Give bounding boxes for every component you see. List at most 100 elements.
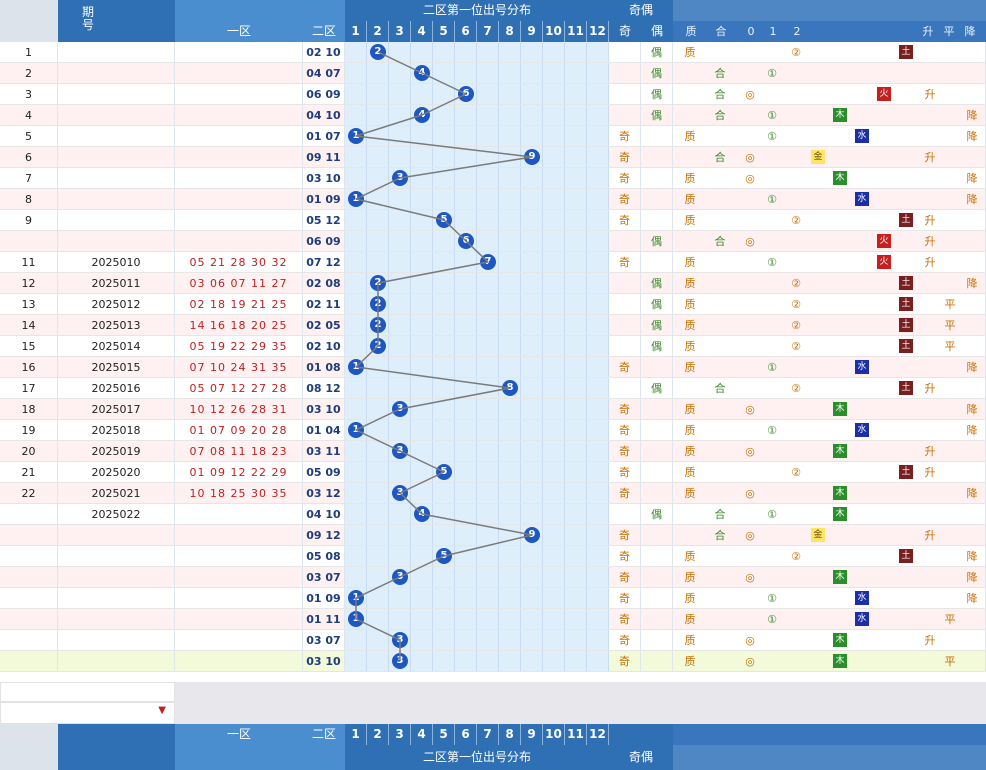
table-row[interactable]: 21 2025020 01 09 12 22 29 05 09 5 奇 质 ② 土升 [0, 462, 986, 483]
one-mark: ① [767, 424, 777, 437]
dist-cell [499, 231, 521, 251]
issue-number [58, 126, 175, 147]
prime-mark: 质 [684, 403, 696, 416]
table-row[interactable]: 13 2025012 02 18 19 21 25 02 11 2 偶 质 ② 土 平 [0, 294, 986, 315]
tail-header-top [673, 0, 986, 21]
dist-cell [411, 588, 433, 608]
two-mark: ② [791, 298, 801, 311]
element-badge: 木 [833, 654, 847, 668]
table-row[interactable]: 03 07 3 奇 质 ◎ 木 降 [0, 567, 986, 588]
distribution-cells: 7 [345, 252, 609, 273]
dist-cell [433, 630, 455, 650]
prime-mark: 质 [684, 172, 696, 185]
distribution-cells: 1 [345, 588, 609, 609]
zone1-numbers [175, 84, 303, 105]
distribution-cells: 9 [345, 147, 609, 168]
element-badge: 水 [855, 591, 869, 605]
table-row[interactable]: 09 12 9 奇 合 ◎ 金 升 [0, 525, 986, 546]
dist-cell [587, 168, 609, 188]
table-row[interactable]: 5 01 07 1 奇 质 ① 水 降 [0, 126, 986, 147]
table-row[interactable]: 19 2025018 01 07 09 20 28 01 04 1 奇 质 ① 水 降 [0, 420, 986, 441]
table-row[interactable]: 2 04 07 4 偶合 ① [0, 63, 986, 84]
dist-cell [411, 567, 433, 587]
element-badge: 土 [899, 45, 913, 59]
dist-cell [565, 336, 587, 356]
element-badge: 水 [855, 192, 869, 206]
dist-cell [543, 378, 565, 398]
table-row[interactable]: 20 2025019 07 08 11 18 23 03 11 3 奇 质 ◎ 木 升 [0, 441, 986, 462]
issue-number: 2025018 [58, 420, 175, 441]
prime-mark: 质 [684, 361, 696, 374]
drawn-number-ball: 3 [392, 632, 408, 648]
table-row[interactable]: 01 09 1 奇 质 ① 水 降 [0, 588, 986, 609]
oddeven-mark: 奇 [619, 634, 630, 647]
table-row[interactable]: 22 2025021 10 18 25 30 35 03 12 3 奇 质 ◎ 木 降 [0, 483, 986, 504]
table-row[interactable]: 6 09 11 9 奇 合 ◎ 金 升 [0, 147, 986, 168]
element-badge: 火 [877, 255, 891, 269]
dist-cell [433, 294, 455, 314]
dist-cell [477, 651, 499, 671]
even-cell [641, 630, 673, 651]
even-cell [641, 252, 673, 273]
dist-cell [543, 189, 565, 209]
zone1-numbers [175, 189, 303, 210]
drawn-number-ball: 5 [436, 548, 452, 564]
distribution-cells: 1 [345, 420, 609, 441]
dist-cell [411, 630, 433, 650]
header-zone2-top [303, 0, 345, 21]
table-row[interactable]: 4 04 10 4 偶 合 ① 木 降 [0, 105, 986, 126]
zone1-numbers [175, 609, 303, 630]
table-row[interactable]: 7 03 10 3 奇 质 ◎ 木 降 [0, 168, 986, 189]
table-row[interactable]: 05 08 5 奇 质 ② 土 降 [0, 546, 986, 567]
issue-number [58, 546, 175, 567]
dist-cell [433, 168, 455, 188]
dist-cell [477, 462, 499, 482]
dist-cell [543, 252, 565, 272]
issue-number: 2025011 [58, 273, 175, 294]
table-row[interactable]: 16 2025015 07 10 24 31 35 01 08 1 奇 质 ① 水 降 [0, 357, 986, 378]
table-row[interactable]: 14 2025013 14 16 18 20 25 02 05 2 偶 质 ② 土 平 [0, 315, 986, 336]
even-cell [641, 546, 673, 567]
table-row[interactable]: 15 2025014 05 19 22 29 35 02 10 2 偶 质 ② 土 平 [0, 336, 986, 357]
footer-tail-bottom [673, 745, 986, 770]
table-row[interactable]: 06 09 6 偶 合 ◎ 火 升 [0, 231, 986, 252]
zone1-numbers [175, 231, 303, 252]
table-row[interactable]: 17 2025016 05 07 12 27 28 08 12 8 偶 合 ② 土升 [0, 378, 986, 399]
zone2-numbers: 03 11 [303, 441, 345, 462]
zone1-numbers: 03 06 07 11 27 [175, 273, 303, 294]
table-row[interactable]: 01 11 1 奇 质 ① 水 平 [0, 609, 986, 630]
dist-cell [499, 42, 521, 62]
table-row[interactable]: 9 05 12 5 奇 质 ② 土升 [0, 210, 986, 231]
dist-cell [499, 357, 521, 377]
drawn-number-ball: 4 [414, 65, 430, 81]
table-row[interactable]: 2025022 04 10 4 偶 合 ① 木 [0, 504, 986, 525]
zero-mark: ◎ [745, 88, 755, 101]
oddeven-mark: 偶 [651, 508, 662, 521]
zone1-label: 一区 [226, 24, 251, 38]
dist-cell [587, 420, 609, 440]
table-row[interactable]: 11 2025010 05 21 28 30 32 07 12 7 奇 质 ① 火 升 [0, 252, 986, 273]
trend-mark: 升 [924, 466, 936, 479]
table-row[interactable]: 1 02 10 2 偶 质 ② 土 [0, 42, 986, 63]
table-row[interactable]: 12 2025011 03 06 07 11 27 02 08 2 偶 质 ② 土 降 [0, 273, 986, 294]
dist-cell [565, 294, 587, 314]
dropdown-arrow-icon[interactable]: ▼ [158, 705, 166, 716]
table-row[interactable]: 18 2025017 10 12 26 28 31 03 10 3 奇 质 ◎ 木 降 [0, 399, 986, 420]
dist-cell [565, 63, 587, 83]
dist-cell [455, 525, 477, 545]
dist-cell [389, 42, 411, 62]
zone2-numbers: 07 12 [303, 252, 345, 273]
tail-cells: 合 ◎ 火 升 [673, 84, 986, 105]
table-row[interactable]: 03 07 3 奇 质 ◎ 木 升 [0, 630, 986, 651]
table-row[interactable]: 8 01 09 1 奇 质 ① 水 降 [0, 189, 986, 210]
dist-cell [389, 231, 411, 251]
dist-cell [345, 399, 367, 419]
table-row[interactable]: 03 10 3 奇 质 ◎ 木 平 [0, 651, 986, 672]
dist-cell [389, 84, 411, 104]
dist-cell [345, 84, 367, 104]
dist-cell [543, 273, 565, 293]
table-row[interactable]: 3 06 09 6 偶 合 ◎ 火 升 [0, 84, 986, 105]
even-cell: 偶 [641, 105, 673, 126]
bottom-header: 一区 二区 二区第一位出号分布 奇偶 [0, 724, 986, 770]
row-index [0, 651, 58, 672]
